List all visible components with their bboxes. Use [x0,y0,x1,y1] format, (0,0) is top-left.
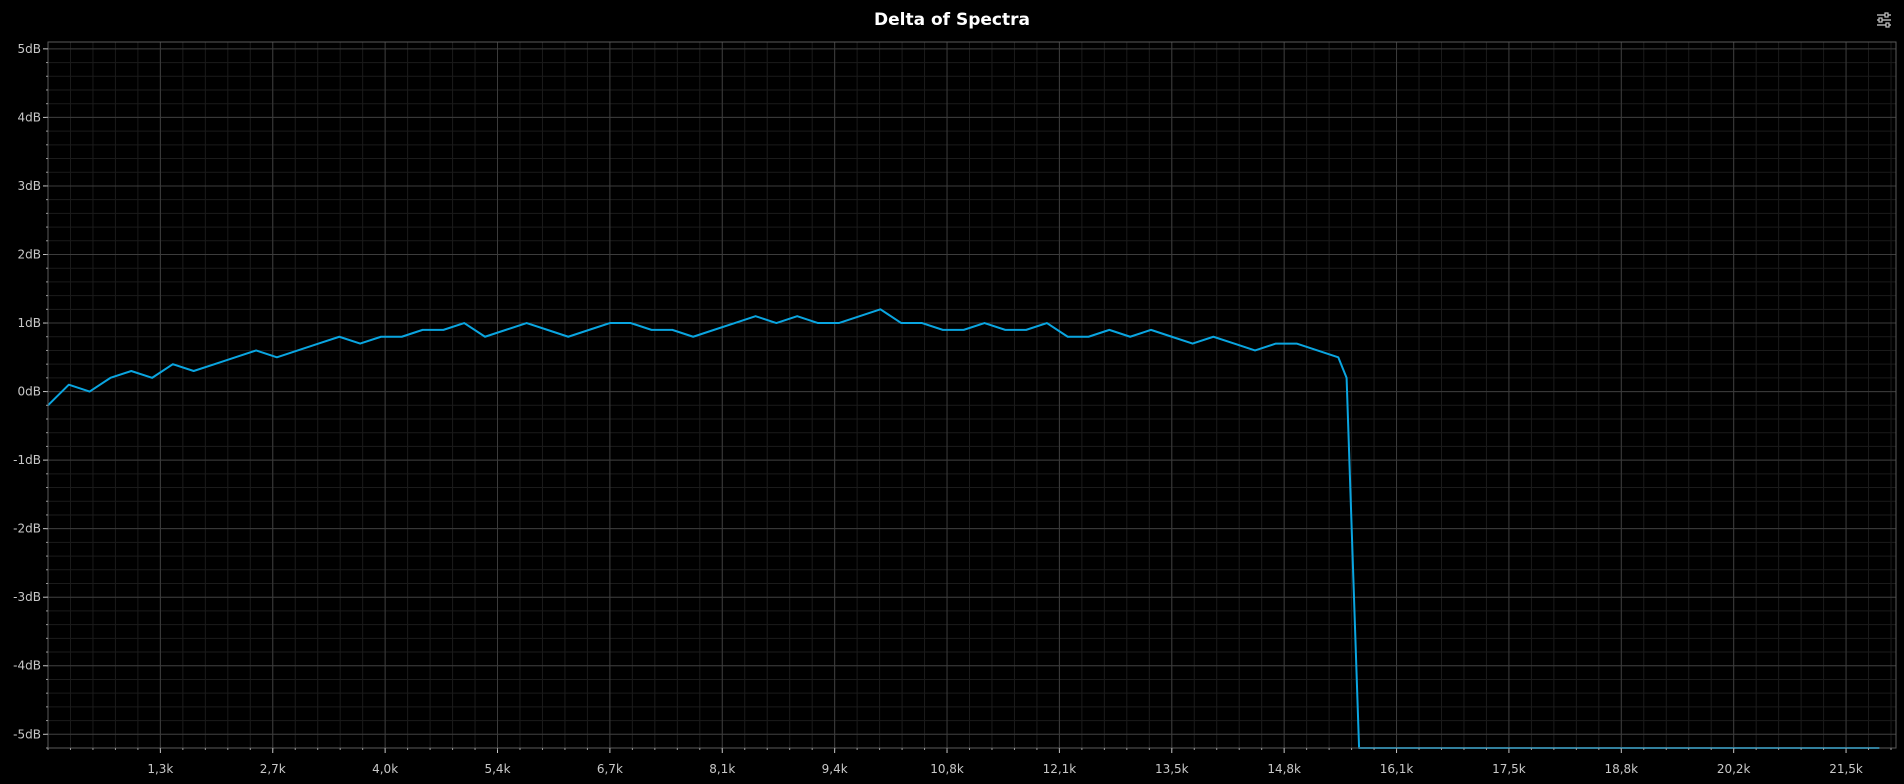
x-tick-label: 5,4k [484,762,510,776]
chart-title: Delta of Spectra [874,10,1030,30]
x-tick-label: 4,0k [372,762,398,776]
y-tick-label: -3dB [13,590,41,604]
x-tick-label: 20,2k [1717,762,1751,776]
x-tick-label: 8,1k [709,762,735,776]
major-grid [48,42,1896,748]
x-tick-label: 1,3k [147,762,173,776]
x-tick-label: 9,4k [822,762,848,776]
x-axis-labels: 1,3k 2,7k 4,0k 5,4k 6,7k 8,1k 9,4k 10,8k 12,1k 13… [147,762,1863,776]
x-tick-label: 21,5k [1829,762,1863,776]
x-tick-label: 6,7k [597,762,623,776]
axis-layer [43,41,1897,753]
x-tick-label: 18,8k [1604,762,1638,776]
y-tick-label: 3dB [18,179,41,193]
x-tick-label: 17,5k [1492,762,1526,776]
x-tick-label: 16,1k [1380,762,1414,776]
x-tick-label: 12,1k [1043,762,1077,776]
y-axis-labels: 5dB 4dB 3dB 2dB 1dB 0dB -1dB -2dB -3dB -4dB -5dB [13,42,41,741]
x-tick-label: 14,8k [1267,762,1301,776]
x-tick-label: 2,7k [260,762,286,776]
y-tick-label: -4dB [13,659,41,673]
settings-button[interactable] [1874,10,1894,30]
y-tick-label: -5dB [13,727,41,741]
y-tick-label: 4dB [18,110,41,124]
plot-border [47,41,1897,749]
y-tick-label: 1dB [18,316,41,330]
y-tick-label: 2dB [18,247,41,261]
y-tick-label: -1dB [13,453,41,467]
plot-background [48,42,1896,748]
y-tick-label: -2dB [13,522,41,536]
y-tick-label: 5dB [18,42,41,56]
y-tick-label: 0dB [18,385,41,399]
x-tick-label: 10,8k [930,762,964,776]
sliders-icon [1877,12,1891,28]
x-tick-label: 13,5k [1155,762,1189,776]
